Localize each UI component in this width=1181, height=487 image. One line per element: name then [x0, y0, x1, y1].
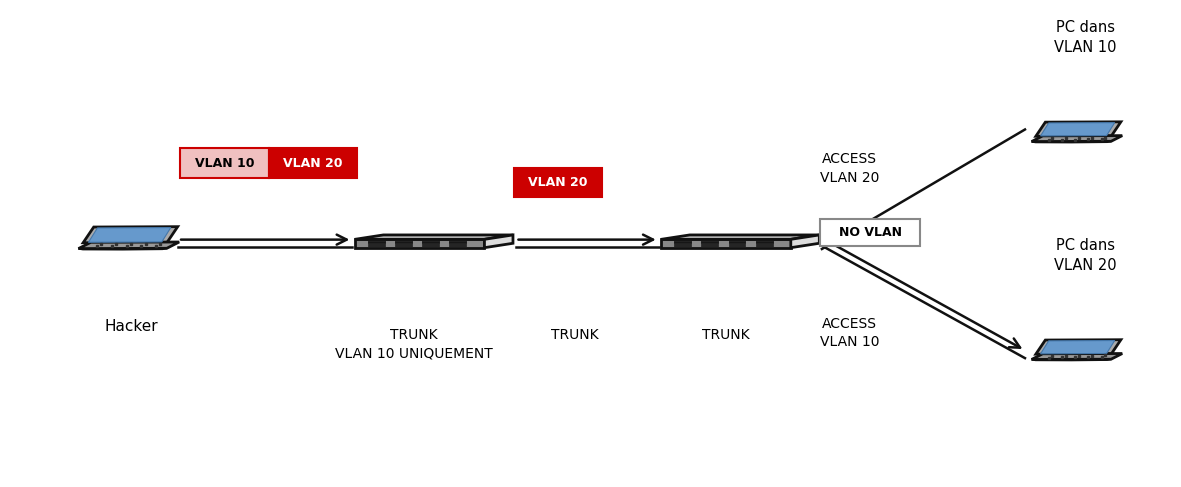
- Text: PC dans
VLAN 10: PC dans VLAN 10: [1055, 20, 1116, 55]
- Polygon shape: [484, 235, 513, 248]
- Text: VLAN 10: VLAN 10: [195, 157, 254, 169]
- Bar: [394, 240, 412, 242]
- Text: ACCESS
VLAN 10: ACCESS VLAN 10: [820, 317, 880, 349]
- Bar: [367, 244, 385, 246]
- Bar: [423, 240, 439, 242]
- Polygon shape: [83, 226, 177, 243]
- Bar: [702, 242, 718, 244]
- Bar: [756, 242, 772, 244]
- Text: TRUNK
VLAN 10 UNIQUEMENT: TRUNK VLAN 10 UNIQUEMENT: [335, 328, 492, 361]
- Bar: [729, 240, 745, 242]
- Bar: [674, 240, 691, 242]
- Polygon shape: [661, 235, 820, 239]
- Polygon shape: [791, 235, 820, 248]
- Bar: [450, 242, 466, 244]
- Bar: [702, 240, 718, 242]
- Text: TRUNK: TRUNK: [552, 328, 599, 342]
- Bar: [423, 244, 439, 246]
- Bar: [756, 240, 772, 242]
- Text: ACCESS
VLAN 20: ACCESS VLAN 20: [820, 152, 880, 185]
- Bar: [729, 242, 745, 244]
- Bar: [367, 242, 385, 244]
- Text: NO VLAN: NO VLAN: [839, 226, 902, 239]
- Bar: [674, 244, 691, 246]
- Bar: [702, 244, 718, 246]
- Bar: [450, 244, 466, 246]
- Polygon shape: [1031, 354, 1122, 359]
- Text: VLAN 20: VLAN 20: [283, 157, 342, 169]
- Bar: [423, 242, 439, 244]
- Polygon shape: [1031, 135, 1122, 142]
- FancyBboxPatch shape: [181, 148, 269, 178]
- Polygon shape: [354, 239, 484, 248]
- Polygon shape: [1036, 122, 1121, 136]
- Polygon shape: [89, 227, 171, 243]
- Text: TRUNK: TRUNK: [703, 328, 750, 342]
- FancyBboxPatch shape: [269, 148, 357, 178]
- Bar: [367, 240, 385, 242]
- Bar: [756, 244, 772, 246]
- Bar: [674, 242, 691, 244]
- FancyBboxPatch shape: [821, 219, 920, 246]
- Text: Hacker: Hacker: [104, 318, 158, 334]
- Text: PC dans
VLAN 20: PC dans VLAN 20: [1053, 238, 1117, 273]
- Polygon shape: [1036, 340, 1121, 354]
- Polygon shape: [661, 239, 791, 248]
- Polygon shape: [1040, 340, 1115, 354]
- Bar: [394, 244, 412, 246]
- Bar: [394, 242, 412, 244]
- Bar: [450, 240, 466, 242]
- Polygon shape: [78, 242, 180, 248]
- Text: VLAN 20: VLAN 20: [528, 176, 588, 189]
- Bar: [729, 244, 745, 246]
- Polygon shape: [1040, 123, 1115, 136]
- FancyBboxPatch shape: [514, 169, 602, 198]
- Polygon shape: [354, 235, 513, 239]
